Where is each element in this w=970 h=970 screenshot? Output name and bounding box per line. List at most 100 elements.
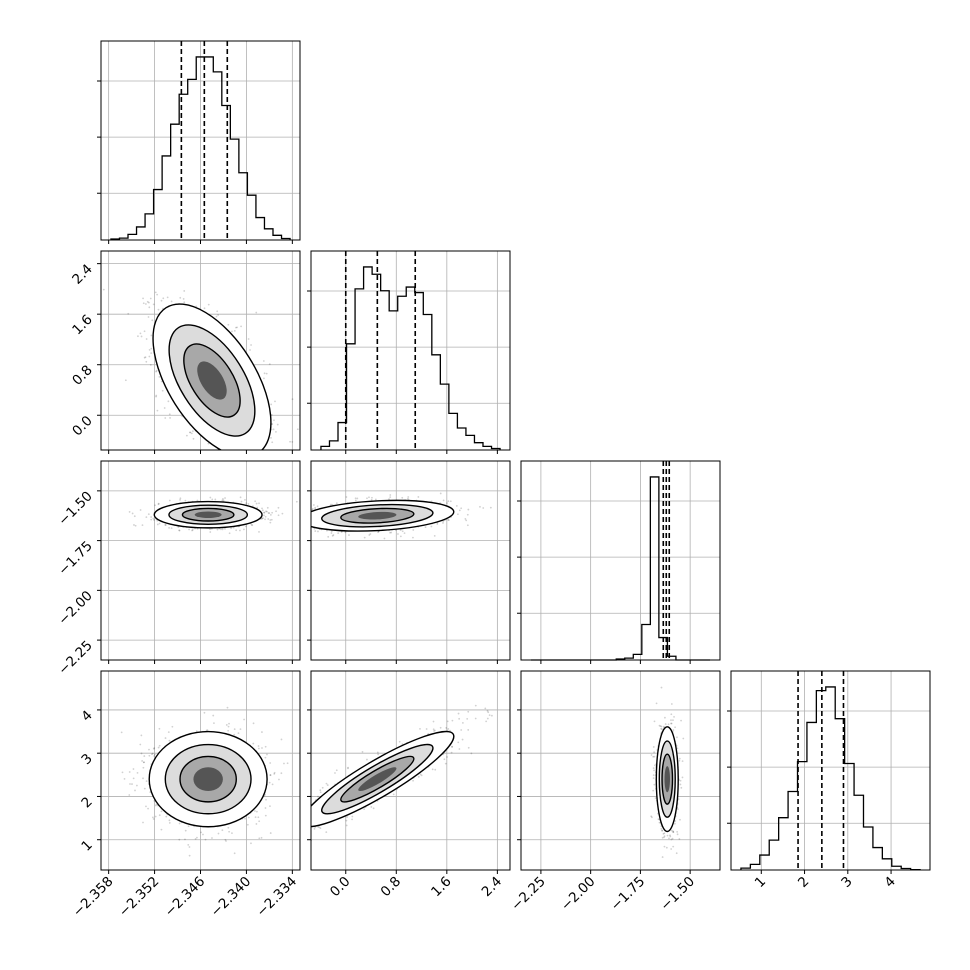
sample-point — [203, 711, 206, 714]
sample-point — [307, 520, 309, 522]
sample-point — [263, 511, 266, 514]
sample-point — [251, 524, 254, 527]
sample-point — [167, 400, 170, 403]
sample-point — [168, 413, 171, 416]
sample-point — [467, 508, 470, 511]
contour-line — [321, 503, 434, 528]
sample-point — [430, 525, 433, 528]
sample-point — [442, 520, 445, 523]
sample-point — [247, 503, 250, 505]
sample-point — [137, 335, 139, 338]
sample-point — [184, 838, 186, 841]
sample-point — [147, 316, 150, 318]
sample-point — [258, 531, 260, 533]
sample-point — [303, 516, 305, 518]
sample-point — [233, 329, 236, 332]
sample-point — [211, 837, 213, 839]
sample-point — [240, 325, 242, 328]
sample-point — [142, 302, 145, 305]
sample-point — [128, 771, 131, 773]
sample-point — [224, 497, 226, 499]
sample-point — [149, 297, 152, 300]
sample-point — [273, 419, 275, 422]
sample-point — [270, 403, 273, 406]
sample-point — [135, 784, 138, 787]
sample-point — [250, 462, 252, 464]
sample-point — [127, 312, 130, 315]
sample-point — [286, 533, 288, 535]
sample-point — [160, 299, 163, 302]
contour-line — [152, 303, 272, 450]
sample-point — [243, 528, 245, 531]
hist-panel-2 — [517, 460, 721, 664]
sample-point — [263, 377, 265, 380]
sample-point — [190, 432, 193, 435]
sample-point — [168, 822, 171, 824]
sample-point — [449, 500, 452, 503]
sample-point — [213, 722, 215, 724]
contour-line — [168, 324, 256, 437]
sample-point — [166, 296, 169, 299]
sample-point — [356, 497, 359, 500]
sample-point — [143, 787, 146, 790]
sample-point — [144, 303, 147, 305]
sample-point — [217, 832, 220, 835]
sample-point — [390, 531, 393, 534]
sample-point — [184, 499, 187, 502]
sample-point — [399, 529, 402, 532]
sample-point — [147, 513, 150, 516]
sample-point — [221, 528, 224, 531]
contour-line — [183, 343, 241, 418]
scatter-panel-0-3 — [97, 670, 301, 874]
sample-point — [236, 481, 238, 483]
sample-point — [183, 301, 186, 304]
sample-point — [247, 456, 249, 458]
sample-point — [260, 527, 262, 529]
sample-point — [261, 517, 264, 520]
sample-point — [227, 725, 230, 728]
sample-point — [301, 519, 303, 521]
sample-point — [277, 506, 280, 509]
sample-point — [262, 517, 264, 520]
sample-point — [183, 290, 186, 292]
sample-point — [147, 807, 149, 810]
sample-point — [268, 512, 271, 515]
sample-point — [140, 335, 143, 338]
sample-point — [340, 531, 343, 533]
sample-point — [455, 505, 458, 507]
sample-point — [179, 498, 181, 501]
panel-frame — [100, 40, 301, 241]
sample-point — [170, 527, 173, 530]
sample-point — [154, 804, 157, 807]
sample-point — [197, 482, 199, 484]
sample-point — [439, 492, 442, 495]
sample-point — [354, 497, 357, 500]
histogram-line — [320, 266, 501, 450]
sample-point — [228, 722, 230, 725]
sample-point — [237, 732, 240, 735]
sample-point — [332, 534, 335, 536]
sample-point — [252, 722, 255, 725]
hist-panel-0 — [97, 40, 301, 244]
sample-point — [433, 535, 436, 537]
sample-point — [271, 441, 274, 444]
sample-point — [145, 338, 148, 340]
sample-point — [296, 525, 298, 527]
hist-panel-1 — [307, 250, 511, 454]
sample-point — [211, 498, 214, 501]
sample-point — [489, 506, 492, 509]
sample-point — [297, 521, 299, 523]
sample-point — [182, 298, 185, 300]
sample-point — [230, 527, 232, 530]
panel-content — [120, 706, 289, 857]
sample-point — [479, 505, 481, 508]
sample-point — [235, 326, 237, 329]
sample-point — [136, 771, 139, 774]
sample-point — [189, 431, 192, 434]
sample-point — [250, 344, 252, 346]
sample-point — [460, 507, 463, 510]
sample-point — [298, 514, 300, 516]
sample-point — [294, 536, 296, 538]
sample-point — [331, 534, 334, 537]
sample-point — [222, 498, 224, 500]
